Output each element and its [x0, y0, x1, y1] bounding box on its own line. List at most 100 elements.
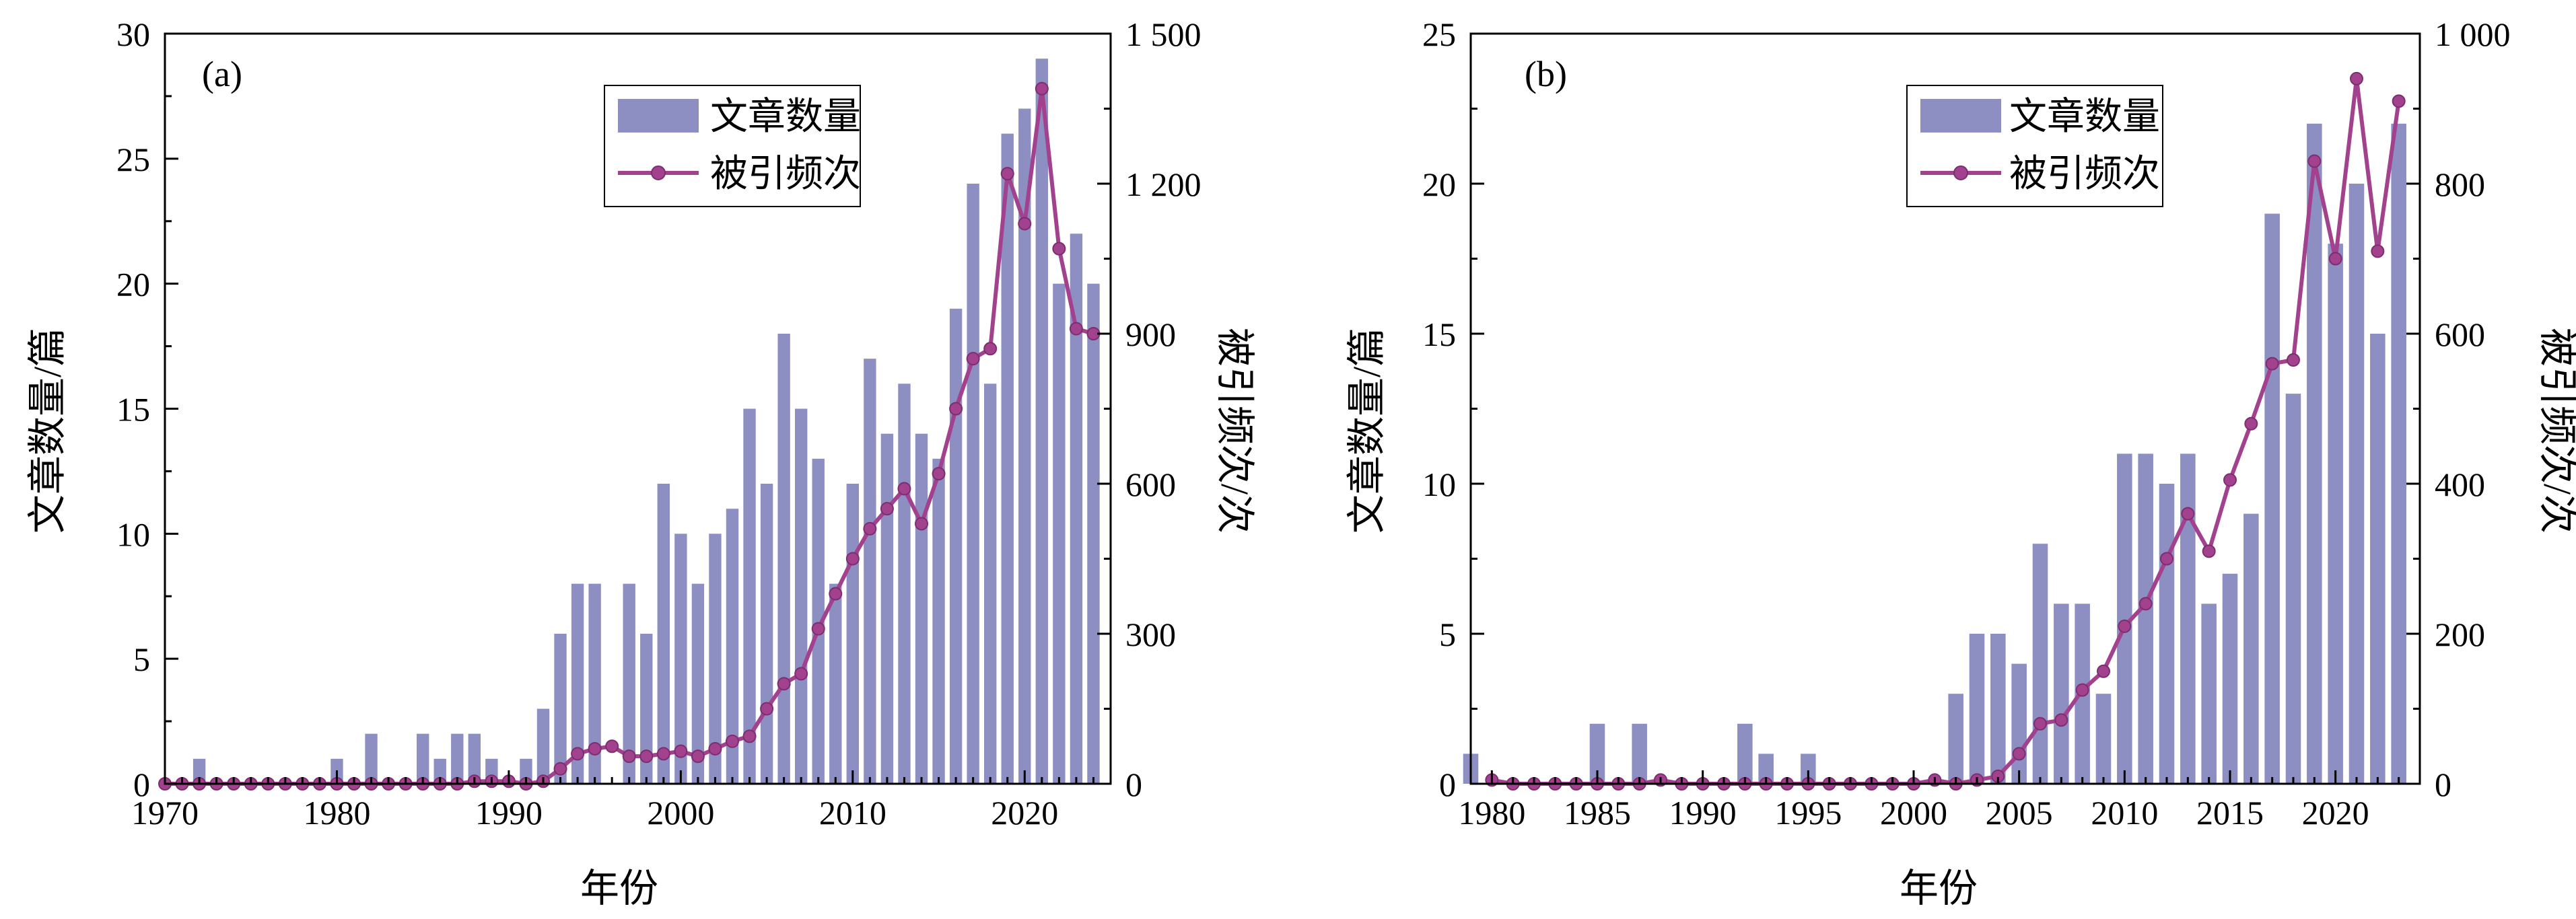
citation-point — [1000, 167, 1014, 181]
bar — [2201, 603, 2217, 784]
citation-point — [2350, 71, 2363, 85]
citation-point — [588, 741, 602, 756]
x-tick-label: 2000 — [1880, 794, 1947, 832]
citation-point — [829, 587, 843, 601]
citation-point — [674, 744, 688, 758]
citation-point — [2244, 416, 2258, 431]
legend-bar-swatch — [1920, 99, 2001, 133]
y-left-tick-label: 25 — [116, 141, 150, 178]
x-tick-label: 1990 — [475, 794, 543, 832]
citation-point — [915, 517, 928, 531]
citation-point — [2097, 664, 2110, 678]
bar — [2243, 513, 2259, 784]
bar — [433, 758, 446, 784]
y-left-tick-label: 30 — [116, 15, 150, 53]
chart-panel-b: 1980 1985 1990 1995 2000 2005 2010 2015 20200510… — [1345, 15, 2576, 910]
citation-point — [2054, 713, 2068, 727]
citation-point — [2138, 597, 2153, 611]
y-right-tick-label: 1 500 — [1125, 15, 1202, 53]
y-left-tick-label: 25 — [1422, 15, 1456, 53]
y-right-tick-label: 600 — [1125, 466, 1176, 503]
citation-point — [932, 467, 946, 481]
bar — [520, 758, 532, 784]
bar — [760, 484, 773, 784]
citation-point — [2265, 357, 2279, 371]
bar — [640, 634, 653, 784]
citation-point — [1069, 322, 1083, 336]
y-right-tick-label: 1 200 — [1125, 166, 1202, 203]
bar — [1087, 283, 1100, 784]
citation-point — [2371, 244, 2385, 258]
bar — [1969, 634, 1985, 784]
citation-point — [2287, 353, 2300, 367]
bar — [967, 184, 979, 784]
bar — [365, 733, 378, 784]
citation-point — [2118, 619, 2132, 633]
y-right-tick-label: 1 000 — [2435, 15, 2511, 53]
bar — [1948, 694, 1963, 784]
bar — [2222, 573, 2238, 784]
citation-point — [845, 552, 860, 566]
legend-frame — [1906, 85, 2163, 207]
y-right-tick-label: 900 — [1125, 316, 1176, 353]
bar — [2095, 694, 2112, 784]
x-tick-label: 2005 — [1986, 794, 2053, 832]
citation-point — [656, 747, 670, 761]
bar — [451, 733, 464, 784]
bar — [812, 458, 825, 784]
panel-a-y-left-axis-title: 文章数量/篇 — [26, 328, 69, 534]
citation-point — [1035, 81, 1049, 96]
citation-point — [2033, 716, 2047, 731]
x-tick-label: 2020 — [991, 794, 1058, 832]
bar — [1589, 723, 1605, 784]
bar — [1018, 108, 1031, 784]
bar — [794, 408, 808, 784]
bar — [898, 383, 911, 784]
bar — [2348, 184, 2365, 784]
bar — [657, 484, 670, 784]
bar — [864, 359, 876, 784]
bar — [1070, 233, 1083, 784]
bar — [691, 583, 705, 784]
bar — [2011, 663, 2027, 784]
x-tick-label: 2010 — [2091, 794, 2158, 832]
citation-point — [553, 762, 567, 776]
citation-point — [983, 342, 998, 356]
citation-point — [2202, 544, 2216, 558]
legend-bar-swatch — [618, 99, 699, 133]
citation-point — [622, 749, 636, 764]
x-tick-label: 1980 — [1458, 794, 1525, 832]
bar — [554, 634, 567, 784]
bar — [1001, 133, 1014, 784]
bar — [1758, 753, 1774, 784]
citation-point — [605, 739, 619, 753]
bar — [416, 733, 429, 784]
citation-point — [639, 749, 654, 764]
x-tick-label: 2000 — [647, 794, 714, 832]
citation-point — [880, 502, 894, 516]
legend-frame — [604, 85, 861, 207]
citation-point — [2223, 473, 2237, 487]
bar — [2180, 453, 2196, 784]
y-right-tick-label: 600 — [2435, 316, 2485, 353]
x-tick-label: 1980 — [303, 794, 370, 832]
bar — [915, 433, 928, 784]
citation-point — [2012, 747, 2026, 761]
bar — [2307, 123, 2322, 784]
x-tick-label: 1995 — [1774, 794, 1842, 832]
bar — [743, 408, 756, 784]
bar — [880, 433, 894, 784]
citation-point — [1018, 217, 1032, 231]
bar — [674, 534, 687, 784]
legend-line-marker — [1953, 166, 1968, 180]
bar — [1801, 753, 1816, 784]
citation-point — [760, 702, 774, 716]
bar — [2264, 213, 2280, 784]
citation-point — [966, 352, 980, 366]
x-tick-label: 1970 — [131, 794, 199, 832]
y-left-tick-label: 0 — [1439, 766, 1456, 803]
x-tick-label: 2015 — [2196, 794, 2264, 832]
bar — [2285, 394, 2301, 784]
citation-point — [708, 741, 722, 756]
